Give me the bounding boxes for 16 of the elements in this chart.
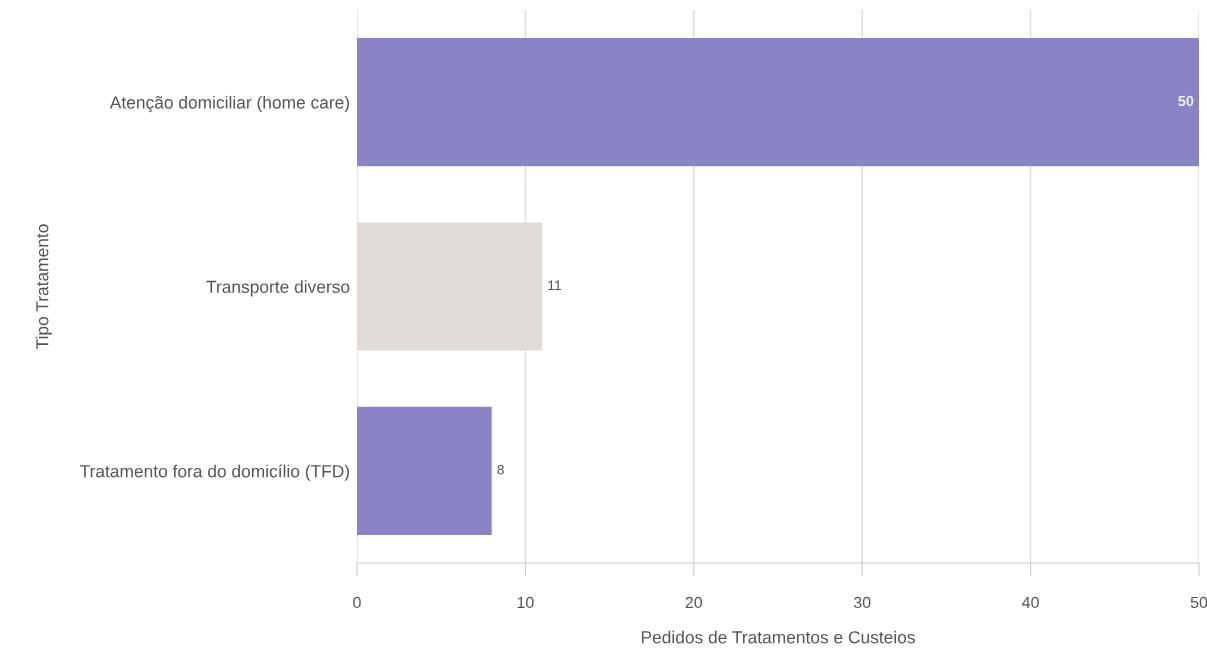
y-axis-title: Tipo Tratamento	[35, 224, 52, 349]
bar	[357, 38, 1199, 167]
x-tick-label: 50	[1190, 596, 1207, 609]
data-label: 50	[1178, 95, 1194, 107]
data-label: 8	[497, 464, 504, 475]
y-tick-label: Atenção domiciliar (home care)	[109, 95, 349, 113]
x-tick-label: 20	[685, 596, 703, 609]
x-tick-label: 30	[853, 596, 871, 609]
y-tick-label: Transporte diverso	[206, 280, 350, 297]
x-axis-title: Pedidos de Tratamentos e Custeios	[641, 630, 915, 644]
y-tick-label: Tratamento fora do domicílio (TFD)	[80, 464, 349, 481]
bar	[357, 406, 492, 535]
data-label: 11	[548, 280, 562, 291]
x-tick-label: 40	[1022, 596, 1039, 609]
x-tick-label: 10	[517, 596, 534, 609]
x-tick-label: 0	[353, 596, 361, 609]
